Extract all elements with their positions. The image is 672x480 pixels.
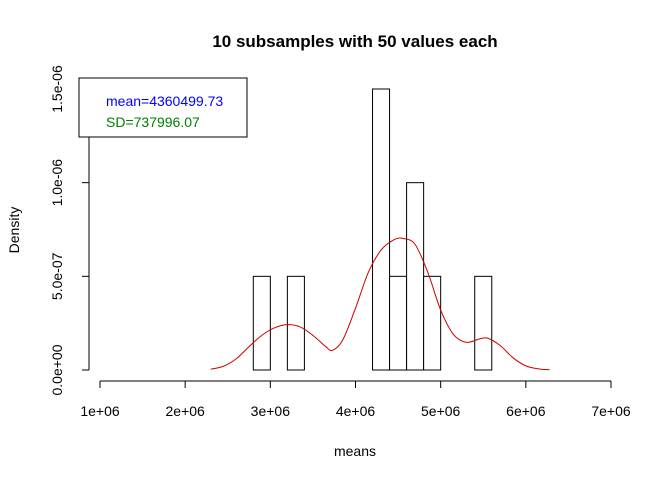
histogram-bar-2	[286, 275, 305, 371]
y-axis-label: Density	[6, 207, 22, 254]
histogram-bar-13	[474, 275, 493, 371]
legend: mean=4360499.73 SD=737996.07	[78, 77, 248, 138]
histogram-bar-10	[423, 275, 442, 371]
y-tick-label-3: 1.5e-06	[49, 65, 65, 113]
x-tick-label-3: 4e+06	[336, 403, 376, 419]
legend-sd-text: SD=737996.07	[106, 114, 200, 130]
density-curve	[210, 237, 550, 371]
x-axis: 1e+06 2e+06 3e+06 4e+06 5e+06 6e+06 7e+06	[80, 380, 631, 419]
x-axis-label: means	[334, 443, 376, 459]
legend-box	[78, 77, 248, 138]
x-tick-label-1: 2e+06	[166, 403, 206, 419]
y-tick-label-2: 1.0e-06	[49, 159, 65, 207]
x-tick-label-0: 1e+06	[80, 403, 120, 419]
histogram-bars	[252, 88, 493, 371]
x-tick-label-4: 5e+06	[421, 403, 461, 419]
x-tick-label-2: 3e+06	[251, 403, 291, 419]
x-tick-label-5: 6e+06	[506, 403, 546, 419]
histogram-bar-9	[406, 182, 425, 371]
histogram-bar-7	[372, 88, 391, 371]
histogram-bar-8	[389, 275, 408, 371]
legend-mean-text: mean=4360499.73	[106, 93, 223, 109]
x-tick-label-6: 7e+06	[591, 403, 631, 419]
y-tick-label-1: 5.0e-07	[49, 252, 65, 300]
histogram-bar-0	[252, 275, 271, 371]
y-tick-label-0: 0.0e+00	[49, 344, 65, 395]
chart-title: 10 subsamples with 50 values each	[212, 32, 497, 51]
